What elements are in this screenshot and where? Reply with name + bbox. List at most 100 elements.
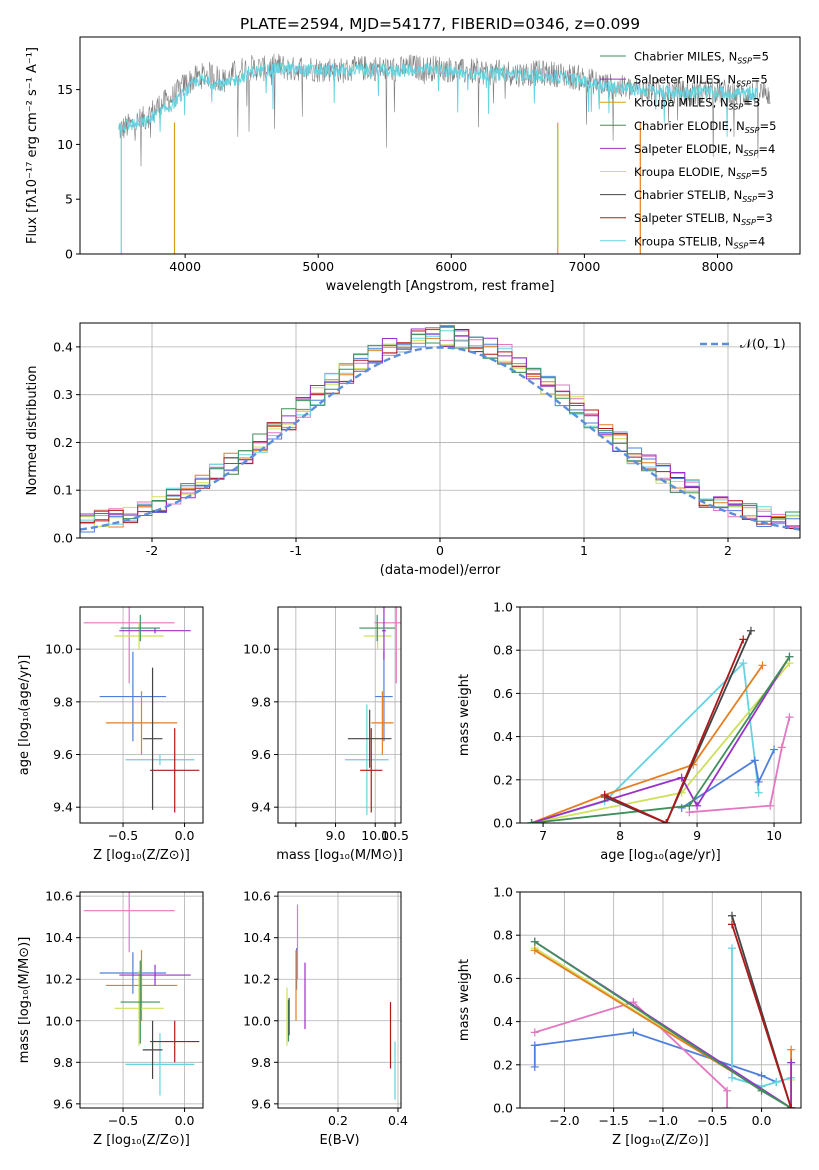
weight-vs-age-panel: 7 8 9 10 0.0 0.2 0.4 0.6 0.8 1.0 age [log₁₀(age/yr… — [457, 600, 802, 863]
weight-marker — [754, 788, 763, 797]
y-tick-label: 1.0 — [493, 600, 513, 615]
x-tick-label: 1 — [580, 543, 588, 558]
weight-marker — [629, 1028, 638, 1037]
y-tick-label: 5 — [65, 192, 73, 207]
x-tick-label: −2.0 — [549, 1113, 579, 1128]
legend-label: Salpeter STELIB, NSSP=3 — [634, 211, 773, 227]
y-tick-label: 0.6 — [493, 686, 513, 701]
y-tick-label: 0.1 — [53, 483, 73, 498]
histogram-series — [80, 326, 800, 522]
weight-marker — [746, 626, 755, 635]
y-axis-label: mass [log₁₀(M/M⊙)] — [17, 937, 32, 1064]
weight-marker — [600, 790, 609, 799]
y-tick-label: 9.6 — [53, 747, 73, 762]
weight-series-line — [604, 639, 745, 823]
x-tick-label: 10.5 — [381, 828, 409, 843]
y-tick-label: 9.4 — [251, 800, 271, 815]
legend-label-main: Salpeter ELODIE, N — [634, 142, 744, 156]
weight-marker — [770, 745, 779, 754]
mass-vs-metallicity-panel: −0.5 0.0 9.6 9.8 10.0 10.2 10.4 10.6 Z [log₁₀(Z/… — [17, 889, 204, 1148]
legend-label: Kroupa STELIB, NSSP=4 — [634, 234, 765, 250]
x-axis-label: mass [log₁₀(M/M⊙)] — [276, 848, 403, 863]
y-tick-label: 0.2 — [493, 1057, 513, 1072]
y-tick-label: 10.2 — [45, 972, 73, 987]
weight-marker — [785, 652, 794, 661]
x-tick-label: 8 — [616, 828, 624, 843]
weight-marker — [777, 743, 786, 752]
x-axis-label: Z [log₁₀(Z/Z⊙)] — [93, 848, 190, 863]
legend-label-main: Kroupa STELIB, N — [634, 234, 734, 248]
y-tick-label: 9.6 — [251, 747, 271, 762]
x-axis-label: (data-model)/error — [380, 563, 501, 578]
x-tick-label: −1.0 — [648, 1113, 678, 1128]
y-tick-label: 10.0 — [45, 1013, 73, 1028]
y-tick-label: 0.2 — [53, 435, 73, 450]
legend-label-tail: =5 — [760, 119, 777, 133]
weight-marker — [693, 801, 702, 810]
y-tick-label: 0.0 — [53, 531, 73, 546]
y-tick-label: 0.6 — [493, 971, 513, 986]
legend-label-tail: =4 — [748, 234, 765, 248]
y-tick-label: 0.8 — [493, 643, 513, 658]
axes-frame — [79, 891, 204, 1109]
legend-label-tail: =5 — [751, 165, 768, 179]
legend-label: Kroupa ELODIE, NSSP=5 — [634, 165, 768, 181]
weight-marker — [662, 819, 671, 823]
y-tick-label: 9.8 — [251, 694, 271, 709]
axes-frame — [519, 606, 802, 824]
legend-label: Kroupa MILES, NSSP=3 — [634, 96, 760, 112]
y-tick-label: 10.4 — [243, 930, 271, 945]
y-tick-label: 10.6 — [45, 889, 73, 904]
x-tick-label: 6000 — [435, 259, 467, 274]
y-axis-label: Normed distribution — [25, 366, 40, 496]
y-axis-label: mass weight — [457, 674, 472, 756]
axes-frame — [79, 606, 204, 824]
weight-series-line — [531, 656, 791, 823]
legend-label-main: Chabrier MILES, N — [634, 50, 737, 64]
weight-marker — [787, 1058, 796, 1067]
x-tick-label: 0.0 — [175, 1113, 195, 1128]
weight-series-line — [604, 630, 752, 823]
legend-label-tail: =5 — [752, 50, 769, 64]
x-tick-label: −0.5 — [697, 1113, 727, 1128]
x-tick-label: 8000 — [702, 259, 734, 274]
x-tick-label: 10.0 — [361, 828, 389, 843]
legend-label-main: Chabrier ELODIE, N — [634, 119, 745, 133]
legend-label-tail: =3 — [743, 96, 760, 110]
legend-label-tail: =5 — [751, 73, 768, 87]
axes-frame — [79, 36, 801, 255]
axes-frame — [277, 606, 402, 824]
weight-marker — [530, 946, 539, 955]
y-axis-label: age [log₁₀(age/yr)] — [17, 655, 32, 776]
y-tick-label: 10.6 — [243, 889, 271, 904]
legend-label: Chabrier ELODIE, NSSP=5 — [634, 119, 776, 135]
weight-marker — [530, 1062, 539, 1071]
x-tick-label: −0.5 — [108, 828, 138, 843]
plot-area — [80, 325, 800, 533]
weight-marker — [723, 1104, 732, 1108]
legend-label-tail: =3 — [757, 188, 774, 202]
legend-label: Chabrier MILES, NSSP=5 — [634, 50, 769, 66]
x-axis-label: age [log₁₀(age/yr)] — [600, 848, 721, 863]
weight-marker — [727, 920, 736, 929]
x-tick-label: -1 — [290, 543, 302, 558]
legend-label: Chabrier STELIB, NSSP=3 — [634, 188, 774, 204]
weight-series-line — [681, 749, 775, 809]
weight-marker — [787, 1045, 796, 1054]
legend-label: Salpeter MILES, NSSP=5 — [634, 73, 768, 89]
y-tick-label: 10.4 — [45, 930, 73, 945]
y-tick-label: 0.8 — [493, 928, 513, 943]
y-tick-label: 1.0 — [493, 885, 513, 900]
legend-label-main: Chabrier STELIB, N — [634, 188, 742, 202]
plot-area — [286, 904, 396, 1100]
x-tick-label: 0 — [436, 543, 444, 558]
y-tick-label: 10 — [57, 137, 73, 152]
x-tick-label: 7 — [539, 828, 547, 843]
x-axis-label: Z [log₁₀(Z/Z⊙)] — [93, 1133, 190, 1148]
weight-marker — [785, 713, 794, 722]
figure-title: PLATE=2594, MJD=54177, FIBERID=0346, z=0… — [240, 15, 640, 33]
y-tick-label: 0 — [65, 247, 73, 262]
legend-label-sub: SSP — [736, 80, 751, 89]
